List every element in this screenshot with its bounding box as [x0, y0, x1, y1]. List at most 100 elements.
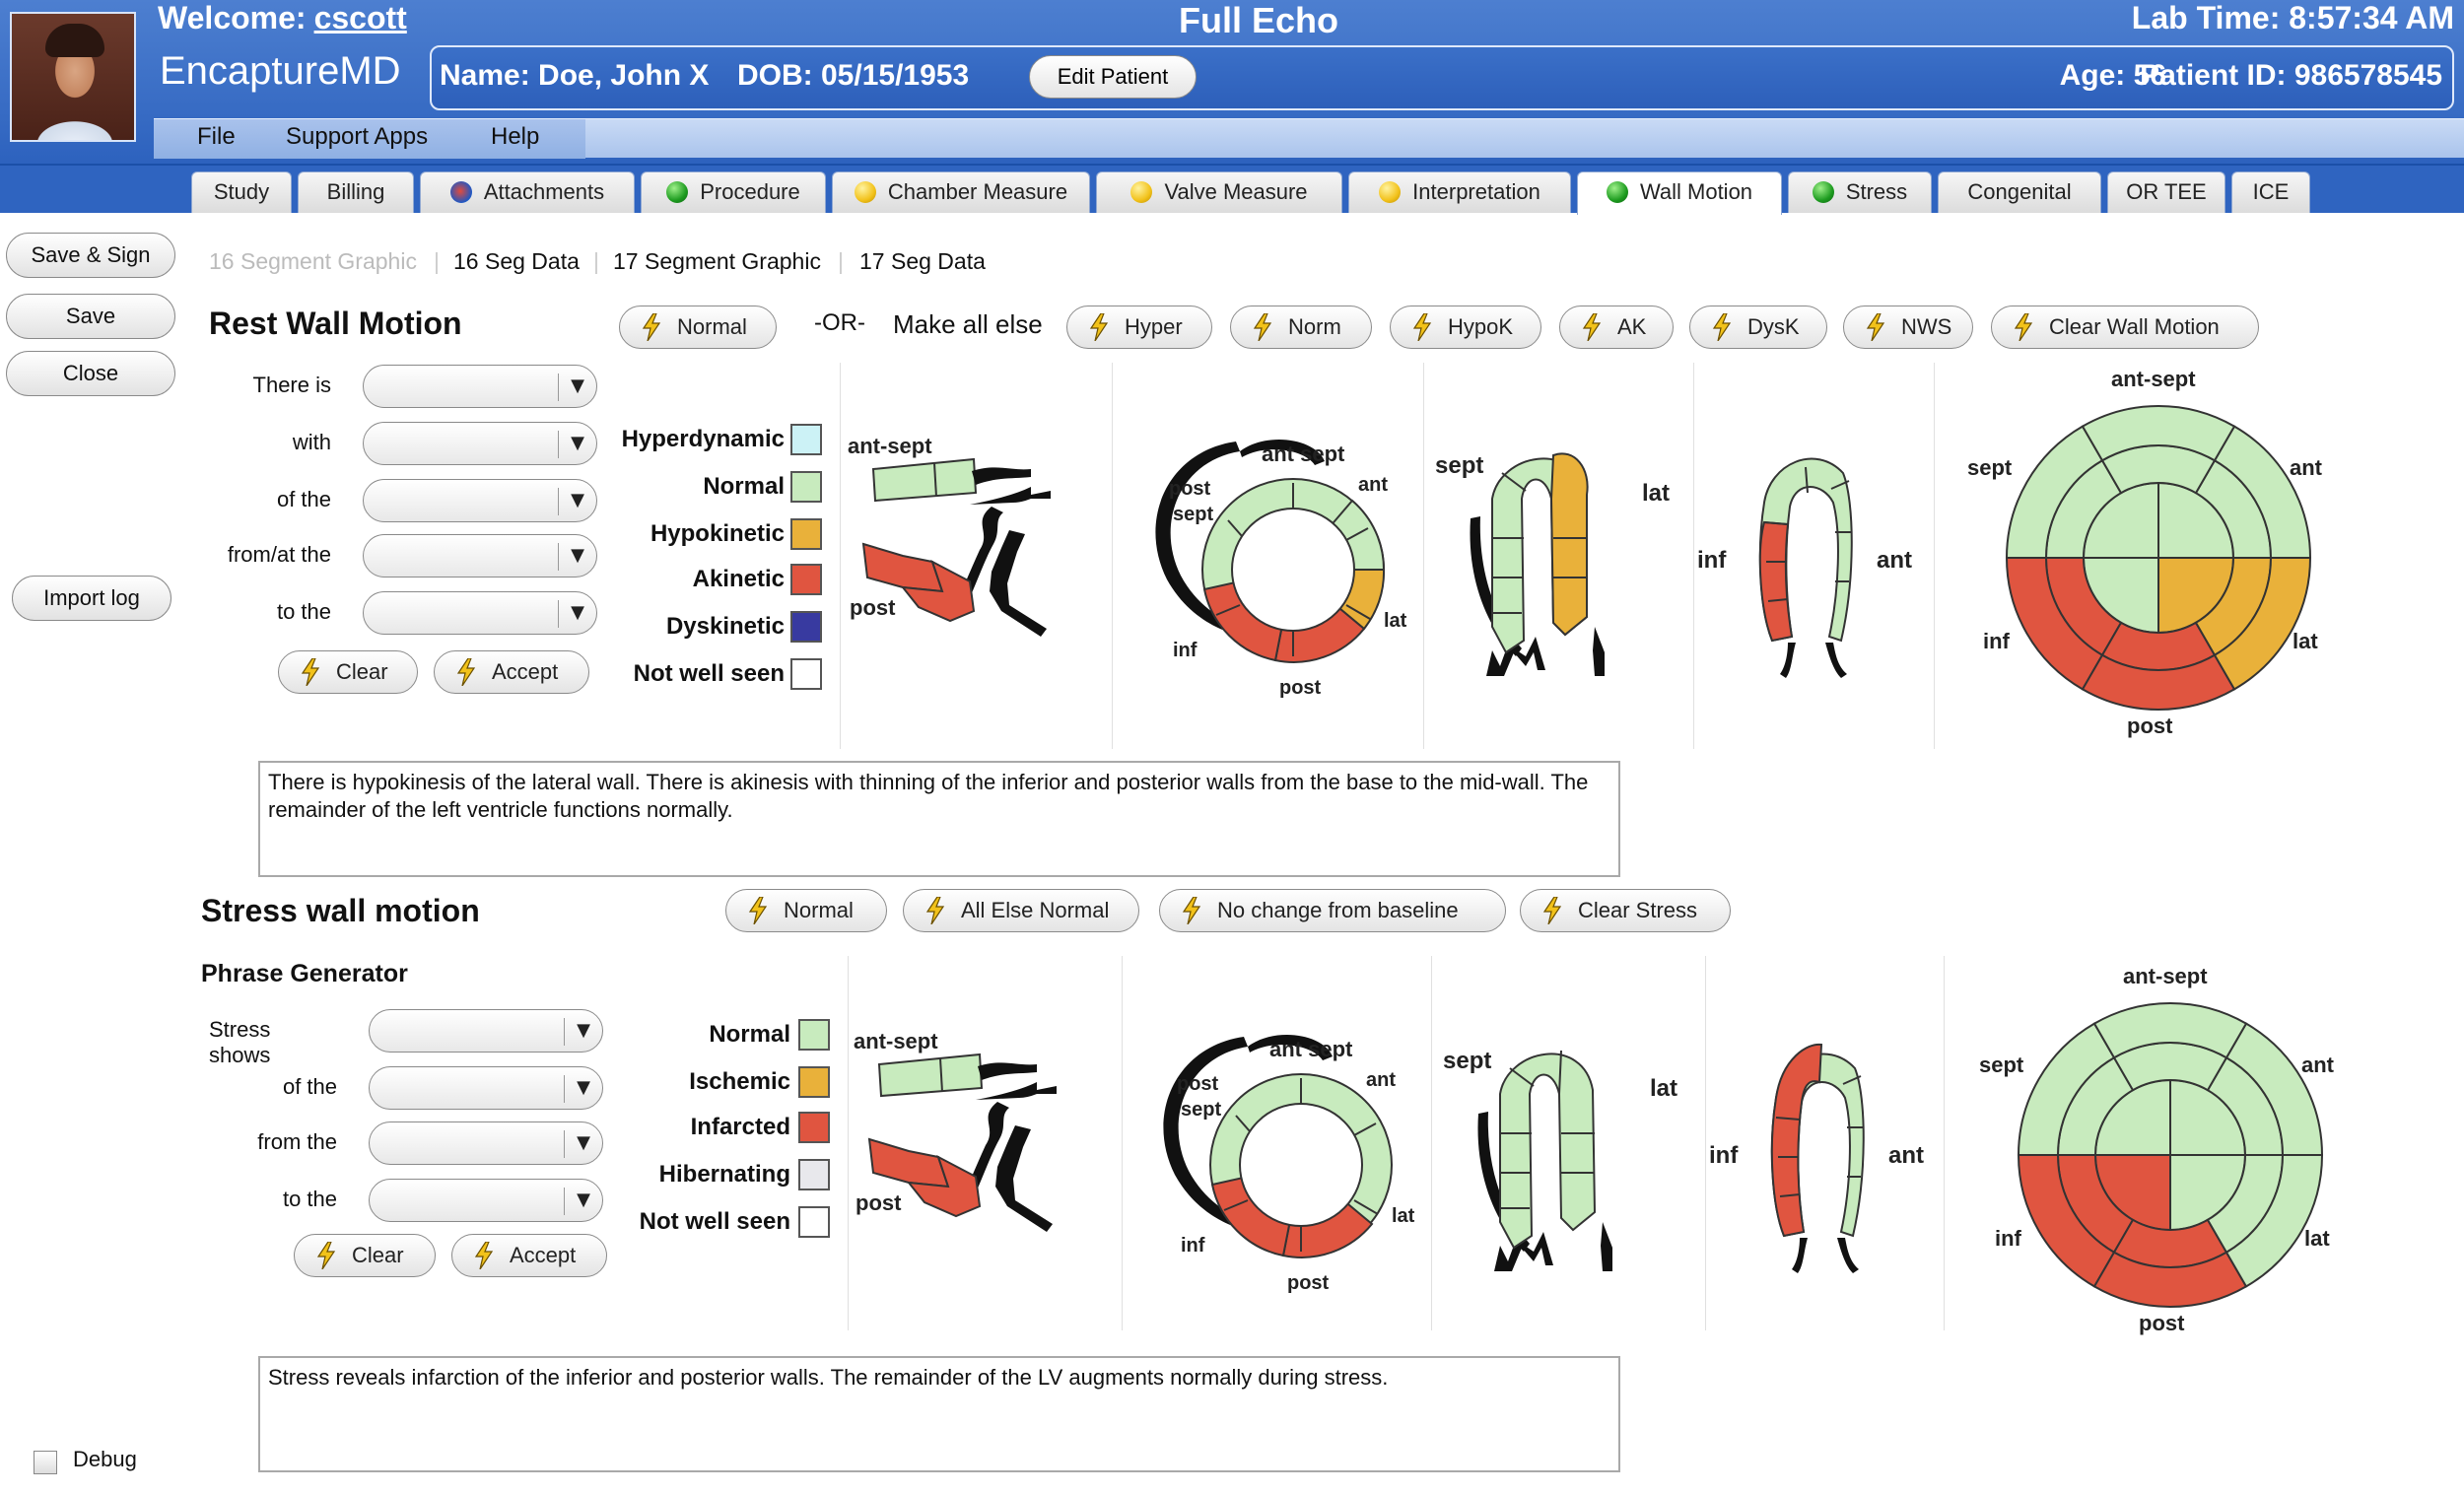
stress-wall-motion-title: Stress wall motion: [201, 893, 480, 928]
subtab-16-segment-graphic[interactable]: 16 Segment Graphic: [209, 248, 417, 274]
segment-inferior-wall[interactable]: [1770, 1043, 1823, 1238]
tab-procedure[interactable]: Procedure: [641, 171, 826, 213]
tab-stress[interactable]: Stress: [1788, 171, 1932, 213]
segment-apical-walls[interactable]: [1499, 1053, 1597, 1250]
button-label: Accept: [510, 1243, 577, 1267]
label-sept: sept: [1443, 1048, 1491, 1074]
legend-hypokinetic-swatch: [790, 518, 822, 550]
lightning-icon: [925, 897, 945, 924]
label-ant: ant: [1877, 547, 1912, 574]
segment-basal-1[interactable]: [2092, 1002, 2248, 1059]
button-label: DysK: [1747, 314, 1800, 339]
label-lat: lat: [2293, 629, 2318, 653]
tab-label: Attachments: [483, 179, 605, 204]
segment-basal-1[interactable]: [2081, 405, 2236, 462]
hyper-button[interactable]: Hyper: [1066, 306, 1212, 349]
save-and-sign-button[interactable]: Save & Sign: [6, 233, 175, 278]
legend-nws-label: Not well seen: [633, 660, 785, 687]
segment-basal-3[interactable]: [2224, 1154, 2324, 1288]
divider: [1112, 363, 1113, 749]
dysk-button[interactable]: DysK: [1689, 306, 1827, 349]
save-button[interactable]: Save: [6, 294, 175, 339]
segment-basal-4[interactable]: [2081, 653, 2236, 711]
segment-basal-5[interactable]: [2005, 557, 2104, 691]
there-is-label: There is: [252, 373, 331, 397]
segment-basal-anteroseptal[interactable]: [871, 457, 978, 503]
with-select[interactable]: ▼: [363, 422, 597, 465]
tab-or-tee[interactable]: OR TEE: [2107, 171, 2225, 213]
subtab-16-seg-data[interactable]: 16 Seg Data: [453, 248, 580, 274]
no-change-from-baseline-button[interactable]: No change from baseline: [1159, 889, 1506, 932]
there-is-select[interactable]: ▼: [363, 365, 597, 408]
subtab-17-seg-data[interactable]: 17 Seg Data: [859, 248, 986, 274]
username-link[interactable]: cscott: [313, 0, 407, 35]
lightning-icon: [1253, 313, 1272, 341]
tab-label: Chamber Measure: [887, 179, 1068, 204]
from-at-select[interactable]: ▼: [363, 534, 597, 578]
divider: [1122, 956, 1123, 1330]
chevron-down-icon: ▼: [571, 545, 584, 566]
tab-interpretation[interactable]: Interpretation: [1348, 171, 1571, 213]
tab-billing[interactable]: Billing: [298, 171, 414, 213]
norm-button[interactable]: Norm: [1230, 306, 1372, 349]
stress-accept-button[interactable]: Accept: [451, 1234, 607, 1277]
chevron-down-icon: ▼: [571, 433, 584, 453]
clear-wall-motion-button[interactable]: Clear Wall Motion: [1991, 306, 2259, 349]
label-ant-sept: ant sept: [1269, 1037, 1353, 1061]
stress-narrative-textarea[interactable]: Stress reveals infarction of the inferio…: [258, 1356, 1620, 1472]
stress-shows-select[interactable]: ▼: [369, 1009, 603, 1053]
segment-basal-inferolateral[interactable]: [867, 1137, 950, 1189]
label-post: post: [2139, 1311, 2185, 1335]
status-green-icon: [1812, 181, 1834, 203]
menu-help[interactable]: Help: [491, 123, 540, 150]
segment-lateral-wall[interactable]: [1549, 452, 1589, 637]
stress-clear-button[interactable]: Clear: [294, 1234, 436, 1277]
segment-basal-anteroseptal[interactable]: [877, 1053, 984, 1098]
segment-basal-2[interactable]: [2224, 1022, 2324, 1156]
rest-accept-button[interactable]: Accept: [434, 650, 589, 694]
stress-normal-button[interactable]: Normal: [725, 889, 887, 932]
tab-study[interactable]: Study: [191, 171, 292, 213]
tab-chamber-measure[interactable]: Chamber Measure: [832, 171, 1090, 213]
rest-narrative-textarea[interactable]: There is hypokinesis of the lateral wall…: [258, 761, 1620, 877]
legend-ischemic-label: Ischemic: [689, 1068, 790, 1095]
close-button[interactable]: Close: [6, 351, 175, 396]
tab-attachments[interactable]: Attachments: [420, 171, 635, 213]
tab-ice[interactable]: ICE: [2231, 171, 2310, 213]
segment-basal-2[interactable]: [2213, 425, 2312, 559]
menu-support-apps[interactable]: Support Apps: [286, 123, 429, 150]
checkbox-box[interactable]: [34, 1451, 57, 1474]
label-lat: lat: [2304, 1226, 2330, 1251]
segment-mid-inferolateral[interactable]: [900, 559, 976, 623]
all-else-normal-button[interactable]: All Else Normal: [903, 889, 1139, 932]
segment-basal-3[interactable]: [2213, 557, 2312, 691]
stress-of-the-select[interactable]: ▼: [369, 1066, 603, 1110]
to-the-select[interactable]: ▼: [363, 591, 597, 635]
import-log-button[interactable]: Import log: [12, 576, 171, 621]
tab-congenital[interactable]: Congenital: [1938, 171, 2101, 213]
button-label: HypoK: [1448, 314, 1514, 339]
label-ant-sept: ant sept: [1262, 442, 1345, 466]
legend-nws-swatch: [790, 658, 822, 690]
tab-wall-motion[interactable]: Wall Motion: [1577, 171, 1782, 215]
of-the-select[interactable]: ▼: [363, 479, 597, 522]
nws-button[interactable]: NWS: [1843, 306, 1973, 349]
edit-patient-button[interactable]: Edit Patient: [1029, 55, 1197, 99]
subtab-17-segment-graphic[interactable]: 17 Segment Graphic: [613, 248, 821, 274]
segment-basal-4[interactable]: [2092, 1251, 2248, 1308]
ak-button[interactable]: AK: [1559, 306, 1674, 349]
segment-mid-inferolateral[interactable]: [906, 1154, 982, 1218]
rest-clear-button[interactable]: Clear: [278, 650, 418, 694]
label-inf: inf: [1181, 1235, 1205, 1257]
clear-stress-button[interactable]: Clear Stress: [1520, 889, 1731, 932]
stress-from-the-select[interactable]: ▼: [369, 1121, 603, 1165]
hypok-button[interactable]: HypoK: [1390, 306, 1541, 349]
legend-akinetic-label: Akinetic: [692, 566, 785, 592]
lightning-icon: [748, 897, 768, 924]
stress-to-the-select[interactable]: ▼: [369, 1179, 603, 1222]
segment-basal-inferolateral[interactable]: [861, 542, 944, 593]
rest-normal-button[interactable]: Normal: [619, 306, 777, 349]
menu-file[interactable]: File: [197, 123, 236, 150]
segment-basal-5[interactable]: [2017, 1154, 2116, 1288]
tab-valve-measure[interactable]: Valve Measure: [1096, 171, 1342, 213]
